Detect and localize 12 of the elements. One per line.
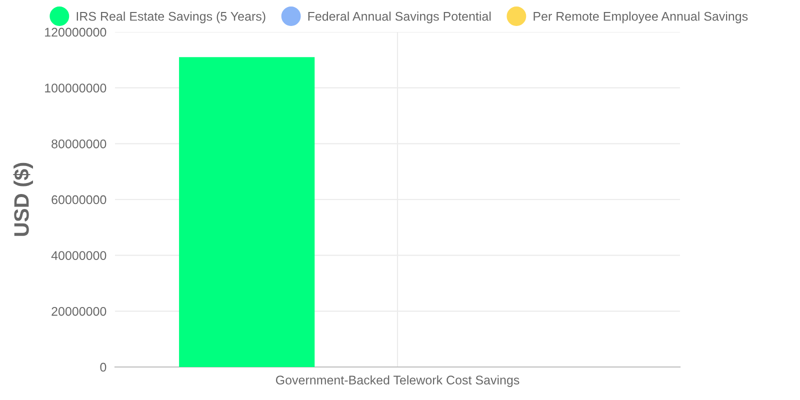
y-tick-label: 20000000 bbox=[52, 306, 106, 316]
y-tick-label: 120000000 bbox=[45, 28, 106, 37]
y-tick-label: 0 bbox=[100, 362, 106, 372]
y-axis-title: USD ($) bbox=[13, 162, 33, 236]
y-tick-label: 60000000 bbox=[52, 195, 106, 204]
legend-label: IRS Real Estate Savings (5 Years) bbox=[76, 12, 266, 24]
y-tick-label: 100000000 bbox=[45, 84, 106, 92]
y-tick-label: 40000000 bbox=[51, 251, 106, 260]
x-tick-label: Government-Backed Telework Cost Savings bbox=[276, 375, 520, 387]
legend-label: Per Remote Employee Annual Savings bbox=[534, 12, 748, 24]
legend-label: Federal Annual Savings Potential bbox=[308, 12, 491, 24]
y-tick-label: 80000000 bbox=[52, 139, 106, 148]
